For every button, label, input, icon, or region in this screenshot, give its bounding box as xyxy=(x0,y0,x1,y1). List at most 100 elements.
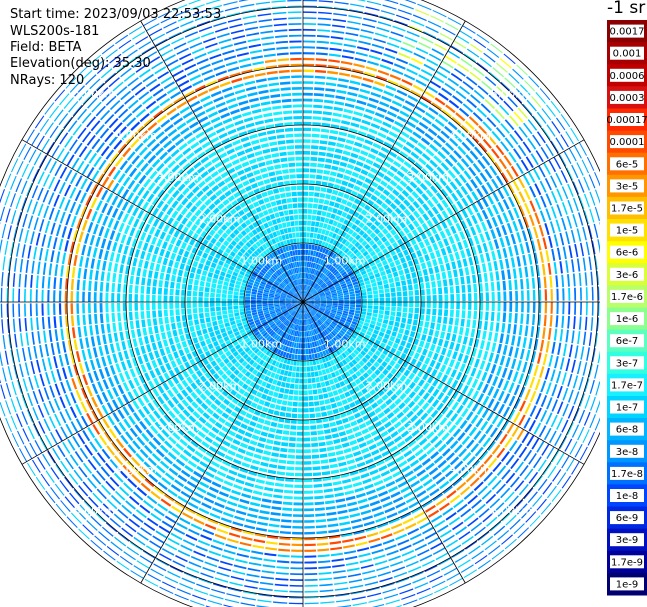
range-gate-cell xyxy=(132,388,140,398)
range-gate-cell xyxy=(187,460,197,468)
range-gate-cell xyxy=(446,398,455,408)
range-gate-cell xyxy=(390,287,396,293)
range-gate-cell xyxy=(378,314,384,319)
range-gate-cell xyxy=(359,396,367,403)
range-gate-cell xyxy=(317,258,322,265)
range-gate-cell xyxy=(444,302,449,309)
range-gate-cell xyxy=(524,325,529,337)
range-gate-cell xyxy=(313,294,320,298)
range-gate-cell xyxy=(271,346,277,353)
range-gate-cell xyxy=(351,231,358,238)
range-gate-cell xyxy=(473,292,478,302)
range-gate-cell xyxy=(378,490,389,497)
range-gate-cell xyxy=(90,359,96,371)
range-gate-cell xyxy=(214,533,227,540)
range-gate-cell xyxy=(465,540,478,550)
range-gate-cell xyxy=(323,488,333,493)
range-gate-cell xyxy=(305,337,308,343)
range-gate-cell xyxy=(192,337,199,344)
range-gate-cell xyxy=(358,155,367,162)
range-gate-cell xyxy=(482,121,493,132)
range-gate-cell xyxy=(298,307,302,314)
range-gate-cell xyxy=(278,315,284,320)
range-gate-cell xyxy=(263,450,272,456)
range-gate-cell xyxy=(123,447,132,458)
range-gate-cell xyxy=(379,402,388,410)
range-gate-cell xyxy=(47,316,51,329)
range-gate-cell xyxy=(348,368,355,375)
range-gate-cell xyxy=(351,407,359,414)
range-gate-cell xyxy=(510,165,519,177)
range-gate-cell xyxy=(122,382,130,392)
range-gate-cell xyxy=(304,307,307,314)
range-gate-cell xyxy=(329,359,335,366)
range-gate-cell xyxy=(309,330,312,337)
range-gate-cell xyxy=(295,306,300,312)
range-gate-cell xyxy=(70,352,75,364)
range-gate-cell xyxy=(147,402,155,412)
range-gate-cell xyxy=(215,297,221,302)
range-gate-cell xyxy=(194,420,203,429)
range-gate-cell xyxy=(470,522,483,532)
range-gate-cell xyxy=(442,485,453,494)
range-gate-cell xyxy=(21,411,29,425)
range-gate-cell xyxy=(347,270,354,276)
range-gate-cell xyxy=(438,443,447,453)
range-gate-cell xyxy=(316,364,321,371)
range-gate-cell xyxy=(400,416,408,424)
range-gate-cell xyxy=(331,308,338,311)
range-gate-cell xyxy=(177,474,188,483)
range-gate-cell xyxy=(149,370,156,379)
range-gate-cell xyxy=(299,372,303,378)
range-gate-cell xyxy=(437,257,444,265)
range-gate-cell xyxy=(534,378,541,391)
range-gate-cell xyxy=(485,362,491,372)
range-gate-cell xyxy=(388,402,397,410)
range-gate-cell xyxy=(161,520,174,529)
range-gate-cell xyxy=(139,465,149,475)
range-gate-cell xyxy=(490,43,503,54)
range-gate-cell xyxy=(471,246,477,256)
range-gate-cell xyxy=(314,321,319,328)
range-gate-cell xyxy=(462,336,468,345)
range-gate-cell xyxy=(325,270,331,276)
range-gate-cell xyxy=(313,198,319,203)
range-gate-cell xyxy=(476,244,483,254)
range-gate-cell xyxy=(275,309,281,313)
range-gate-cell xyxy=(516,360,522,371)
range-gate-cell xyxy=(562,246,567,260)
range-gate-cell xyxy=(308,324,311,331)
range-gate-cell xyxy=(214,501,225,509)
range-gate-cell xyxy=(87,477,97,489)
range-gate-cell xyxy=(476,107,487,118)
range-gate-cell xyxy=(212,381,220,389)
range-gate-cell xyxy=(462,103,474,113)
range-gate-cell xyxy=(62,341,67,353)
range-gate-cell xyxy=(518,446,528,458)
range-gate-cell xyxy=(250,299,256,302)
range-gate-cell xyxy=(540,146,549,160)
range-gate-cell xyxy=(223,549,236,555)
range-gate-cell xyxy=(77,433,86,445)
range-gate-cell xyxy=(378,223,385,231)
range-gate-cell xyxy=(363,452,372,459)
range-gate-cell xyxy=(372,142,382,150)
range-gate-cell xyxy=(225,543,238,549)
range-gate-cell xyxy=(405,241,412,248)
range-gate-cell xyxy=(289,309,295,314)
range-gate-cell xyxy=(359,267,365,273)
range-gate-cell xyxy=(259,317,266,321)
range-gate-cell xyxy=(268,463,278,469)
range-gate-cell xyxy=(198,507,210,515)
range-gate-cell xyxy=(313,257,318,263)
range-gate-cell xyxy=(47,303,50,316)
range-gate-cell xyxy=(401,549,415,557)
range-gate-cell xyxy=(314,495,324,500)
range-gate-cell xyxy=(305,249,309,255)
range-gate-cell xyxy=(313,269,317,275)
range-gate-cell xyxy=(212,352,219,359)
range-gate-cell xyxy=(460,249,466,259)
range-gate-cell xyxy=(389,105,400,113)
range-gate-cell xyxy=(594,189,600,204)
range-gate-cell xyxy=(279,344,284,350)
